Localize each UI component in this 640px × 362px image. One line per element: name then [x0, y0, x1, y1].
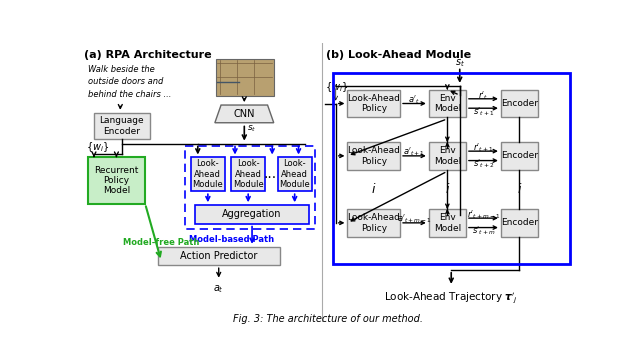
Bar [195, 205, 309, 224]
Bar [501, 209, 538, 237]
Text: $a'_{t+m-1}$: $a'_{t+m-1}$ [397, 213, 432, 225]
Text: $a'_{t+1}$: $a'_{t+1}$ [403, 146, 426, 158]
Bar [94, 113, 150, 139]
Bar [429, 142, 466, 170]
Bar [191, 157, 225, 191]
Bar [231, 157, 265, 191]
Text: Model-based Path: Model-based Path [189, 235, 274, 244]
Text: Look-Ahead Trajectory $\boldsymbol{\tau}'_j$: Look-Ahead Trajectory $\boldsymbol{\tau}… [385, 290, 518, 305]
Text: $r'_t$: $r'_t$ [478, 89, 488, 102]
Text: Look-
Ahead
Module: Look- Ahead Module [193, 159, 223, 189]
Text: $s'_{t+m}$: $s'_{t+m}$ [472, 224, 495, 237]
Text: $a'_t$: $a'_t$ [408, 93, 420, 106]
Bar [157, 247, 280, 265]
Text: Look-
Ahead
Module: Look- Ahead Module [233, 159, 264, 189]
Text: i: i [518, 183, 521, 196]
Text: $s_t$: $s_t$ [455, 57, 465, 68]
Text: Walk beside the
outside doors and
behind the chairs ...: Walk beside the outside doors and behind… [88, 65, 171, 99]
Text: Action Predictor: Action Predictor [180, 251, 257, 261]
Text: (a) RPA Architecture: (a) RPA Architecture [84, 50, 211, 60]
Text: Env
Model: Env Model [434, 213, 461, 232]
Bar [429, 209, 466, 237]
Bar [184, 146, 315, 229]
Text: Fig. 3: The architecture of our method.: Fig. 3: The architecture of our method. [233, 315, 423, 324]
Text: Env
Model: Env Model [434, 146, 461, 165]
Bar [501, 142, 538, 170]
Bar [88, 157, 145, 203]
Text: $a_t$: $a_t$ [213, 284, 224, 295]
Bar [278, 157, 312, 191]
Text: Language
Encoder: Language Encoder [100, 116, 144, 135]
Polygon shape [215, 105, 274, 123]
Text: Env
Model: Env Model [434, 94, 461, 113]
Text: $\{w_i\}$: $\{w_i\}$ [325, 80, 348, 94]
Text: Model-free Path: Model-free Path [123, 237, 199, 247]
Text: Look-
Ahead
Module: Look- Ahead Module [279, 159, 310, 189]
Text: Aggregation: Aggregation [222, 209, 282, 219]
Text: ...: ... [263, 167, 276, 181]
Text: $r'_{t+m-1}$: $r'_{t+m-1}$ [467, 209, 500, 221]
Text: Encoder: Encoder [501, 99, 538, 108]
Bar [348, 209, 400, 237]
Text: $r'_{t+1}$: $r'_{t+1}$ [473, 142, 493, 154]
Text: Encoder: Encoder [501, 218, 538, 227]
Text: CNN: CNN [234, 109, 255, 119]
Bar [348, 142, 400, 170]
Text: Look-Ahead
Policy: Look-Ahead Policy [348, 213, 400, 232]
Text: i: i [372, 183, 376, 196]
Text: $s'_{t+1}$: $s'_{t+1}$ [473, 105, 494, 118]
Bar [501, 90, 538, 117]
Text: Recurrent
Policy
Model: Recurrent Policy Model [94, 165, 139, 195]
Bar [333, 73, 570, 264]
Bar [429, 90, 466, 117]
Text: $s'_{t+2}$: $s'_{t+2}$ [473, 157, 494, 170]
Text: $s_t$: $s_t$ [246, 123, 256, 134]
Text: i: i [445, 183, 449, 196]
Text: (b) Look-Ahead Module: (b) Look-Ahead Module [326, 50, 472, 60]
Bar [348, 90, 400, 117]
Text: $\{w_i\}$: $\{w_i\}$ [86, 140, 109, 153]
Text: Look-Ahead
Policy: Look-Ahead Policy [348, 146, 400, 165]
Text: Look-Ahead
Policy: Look-Ahead Policy [348, 94, 400, 113]
Text: Encoder: Encoder [501, 151, 538, 160]
Bar [216, 59, 274, 96]
